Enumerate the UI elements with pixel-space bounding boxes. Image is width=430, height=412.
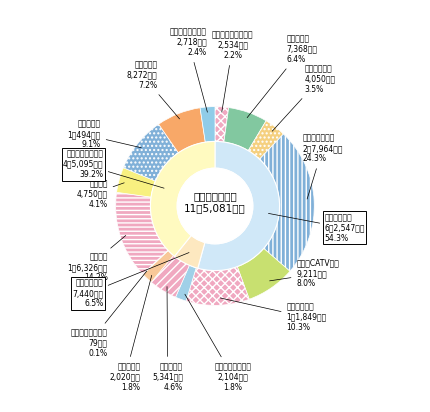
Wedge shape (248, 121, 283, 159)
Wedge shape (224, 108, 266, 151)
Text: ネットオリジナル
2,104億円
1.8%: ネットオリジナル 2,104億円 1.8% (185, 294, 252, 392)
Text: データベース情報
2,718億円
2.4%: データベース情報 2,718億円 2.4% (170, 27, 207, 112)
Wedge shape (186, 267, 249, 305)
Text: テキスト系ソフト
4兆5,095億円
39.2%: テキスト系ソフト 4兆5,095億円 39.2% (63, 150, 164, 188)
Wedge shape (237, 248, 290, 299)
Text: 映像系ソフト
6兆2,547億円
54.3%: 映像系ソフト 6兆2,547億円 54.3% (268, 213, 365, 243)
Text: 音楽ソフト
5,341億円
4.6%: 音楽ソフト 5,341億円 4.6% (152, 287, 183, 392)
Wedge shape (151, 255, 189, 297)
Text: ラジオ番組
2,020億円
1.8%: ラジオ番組 2,020億円 1.8% (110, 275, 152, 392)
Text: 雑誌ソフト
1兆494億円
9.1%: 雑誌ソフト 1兆494億円 9.1% (68, 119, 141, 150)
Text: 地上テレビ番組
2兆7,964億円
24.3%: 地上テレビ番組 2兆7,964億円 24.3% (302, 133, 343, 199)
Wedge shape (117, 168, 155, 197)
Text: 映画ソフト
7,368億円
6.4%: 映画ソフト 7,368億円 6.4% (247, 34, 317, 118)
Text: 音声系ソフト
7,440億円
6.5%: 音声系ソフト 7,440億円 6.5% (73, 253, 189, 308)
Text: コンテンツ市場
11兆5,081億円: コンテンツ市場 11兆5,081億円 (184, 191, 246, 213)
Wedge shape (143, 250, 174, 282)
Wedge shape (198, 141, 280, 271)
Text: コミック
4,750億円
4.1%: コミック 4,750億円 4.1% (77, 179, 124, 209)
Wedge shape (116, 192, 168, 274)
Circle shape (177, 168, 253, 244)
Text: ビデオソフト
4,050億円
3.5%: ビデオソフト 4,050億円 3.5% (272, 64, 335, 131)
Text: 衛星・CATV放送
9,211億円
8.0%: 衛星・CATV放送 9,211億円 8.0% (270, 259, 339, 288)
Wedge shape (143, 250, 168, 274)
Wedge shape (259, 134, 314, 271)
Wedge shape (175, 235, 205, 268)
Text: 新聞記事
1兆6,326億円
14.2%: 新聞記事 1兆6,326億円 14.2% (68, 236, 126, 283)
Wedge shape (200, 107, 215, 142)
Wedge shape (215, 107, 229, 142)
Text: ネットオリジナル他
2,534億円
2.2%: ネットオリジナル他 2,534億円 2.2% (212, 30, 254, 112)
Wedge shape (123, 124, 178, 181)
Text: ゲームソフト
1兆1,849億円
10.3%: ゲームソフト 1兆1,849億円 10.3% (220, 298, 327, 332)
Wedge shape (175, 265, 196, 301)
Text: 書籍ソフト
8,272億円
7.2%: 書籍ソフト 8,272億円 7.2% (126, 60, 180, 119)
Wedge shape (150, 141, 215, 256)
Wedge shape (159, 108, 205, 153)
Text: ネットオリジナル
79億円
0.1%: ネットオリジナル 79億円 0.1% (71, 271, 147, 358)
